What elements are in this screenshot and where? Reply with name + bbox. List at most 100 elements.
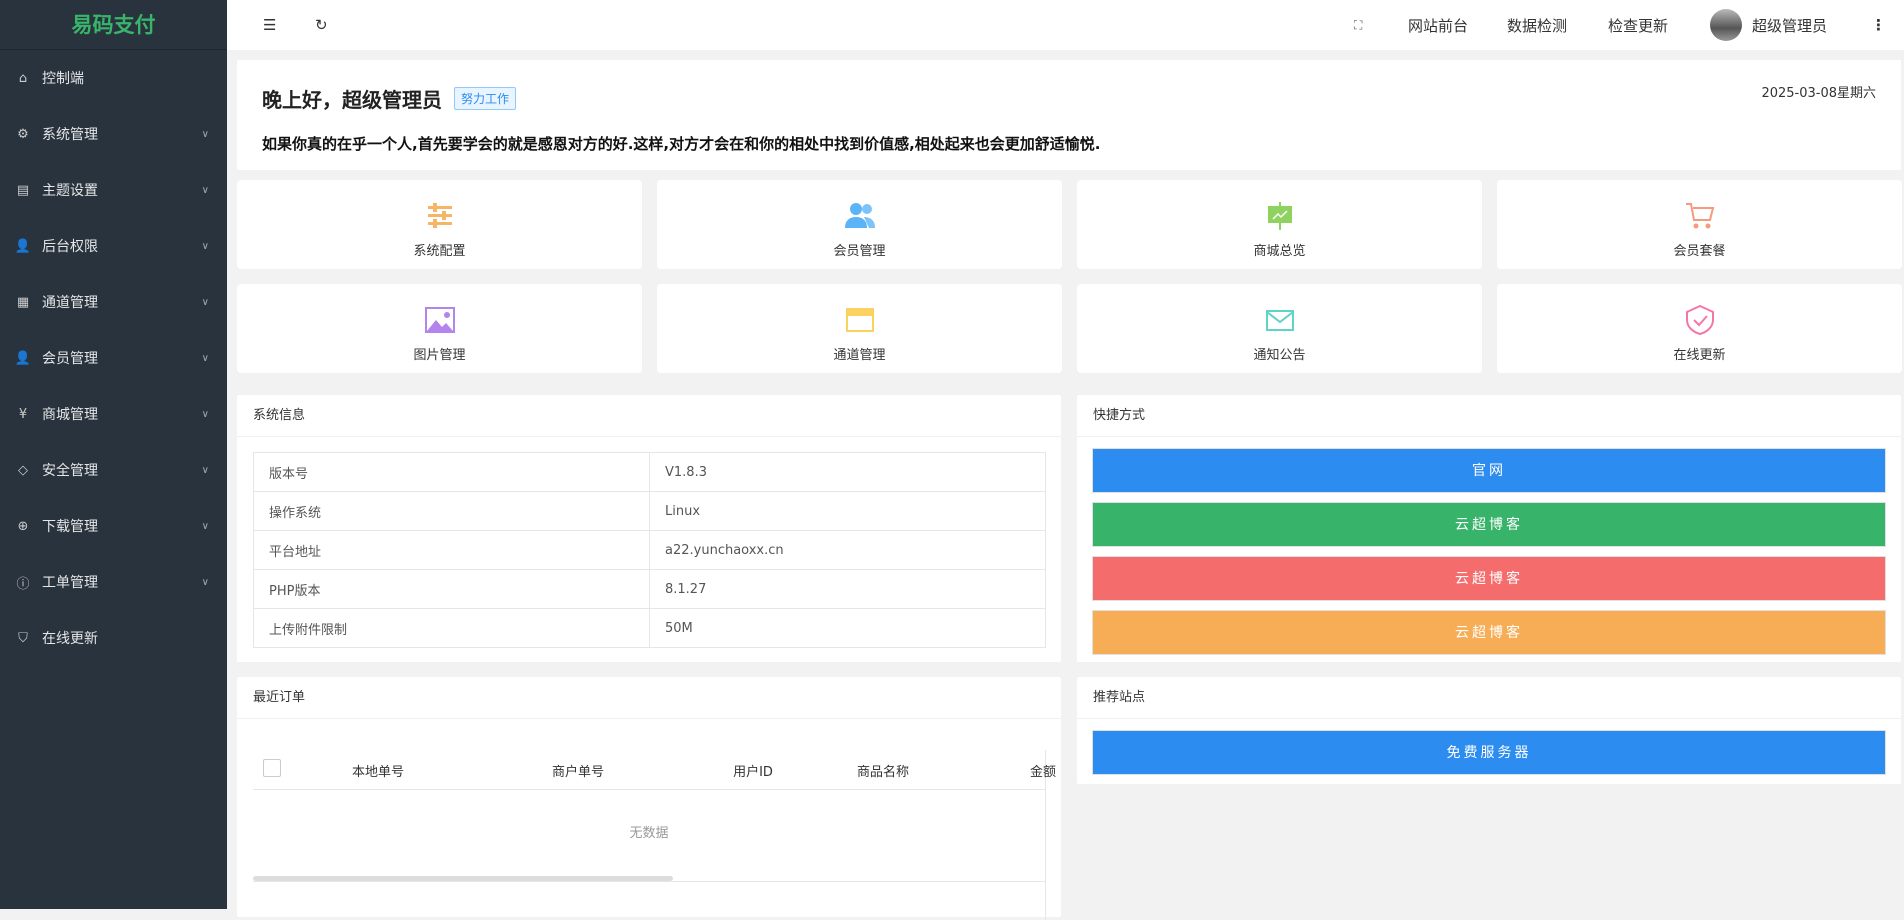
sidebar-item-label: 控制端 (42, 71, 84, 87)
table-row: 上传附件限制 50M (253, 608, 1046, 648)
yen-icon: ¥ (18, 406, 28, 422)
shortcut-tile[interactable]: 系统配置 (237, 180, 642, 269)
user-icon: 👤 (14, 350, 32, 366)
link-button[interactable]: 云超博客 (1092, 610, 1886, 655)
sidebar-item-label: 通道管理 (42, 295, 98, 311)
column-header[interactable]: 商品名称 (856, 765, 909, 780)
column-header[interactable]: 本地单号 (351, 765, 404, 780)
sidebar-item-label: 工单管理 (42, 575, 98, 591)
image-icon (424, 307, 455, 333)
logo[interactable]: 易码支付 (0, 0, 227, 50)
column-header[interactable]: 用户ID (733, 765, 773, 780)
avatar[interactable] (1710, 9, 1742, 41)
sidebar-item[interactable]: ⛉ 在线更新 (0, 610, 227, 666)
recent-orders-card: 最近订单 本地单号 商户单号 用户ID 商品名称 金额 无数据 (237, 677, 1061, 920)
date: 2025-03-08星期六 (1761, 86, 1876, 101)
empty-text: 无数据 (629, 826, 669, 841)
cart-icon (1685, 203, 1714, 229)
link-button[interactable]: 官网 (1092, 448, 1886, 493)
sidebar-item[interactable]: ▤ 主题设置 ∨ (0, 162, 227, 218)
shortcut-tile[interactable]: 会员套餐 (1497, 180, 1902, 269)
card-title: 最近订单 (237, 677, 1061, 719)
divider (253, 881, 1045, 882)
horizontal-scrollbar[interactable] (253, 876, 673, 881)
info-label: 操作系统 (253, 491, 650, 531)
shortcut-tile[interactable]: 通知公告 (1077, 284, 1482, 373)
table-row: 版本号 V1.8.3 (253, 452, 1046, 492)
tile-label: 会员管理 (833, 244, 886, 259)
tile-label: 系统配置 (413, 244, 466, 259)
table-row: PHP版本 8.1.27 (253, 569, 1046, 609)
sidebar-item-label: 下载管理 (42, 519, 98, 535)
table-row: 操作系统 Linux (253, 491, 1046, 531)
sidebar-item-label: 系统管理 (42, 127, 98, 143)
chevron-down-icon: ∨ (201, 464, 209, 476)
sidebar-item[interactable]: ⚙ 系统管理 ∨ (0, 106, 227, 162)
link-button[interactable]: 云超博客 (1092, 556, 1886, 601)
download-icon: ⊕ (17, 518, 29, 534)
shortcut-tile[interactable]: 会员管理 (657, 180, 1062, 269)
sidebar-item[interactable]: ⌂ 控制端 (0, 50, 227, 106)
window-icon (845, 308, 874, 332)
welcome-card: 晚上好，超级管理员 努力工作 2025-03-08星期六 如果你真的在乎一个人,首… (237, 60, 1901, 170)
link-data-check[interactable]: 数据检测 (1507, 16, 1568, 35)
sidebar-item[interactable]: ⊕ 下载管理 ∨ (0, 498, 227, 554)
sidebar-item[interactable]: 👤 会员管理 ∨ (0, 330, 227, 386)
info-icon: ⓘ (16, 576, 30, 592)
shortcut-tile[interactable]: 在线更新 (1497, 284, 1902, 373)
recommend-card: 推荐站点 免费服务器 (1077, 677, 1901, 784)
chevron-down-icon: ∨ (201, 520, 209, 532)
collapse-menu-icon[interactable]: ☰ (263, 16, 277, 34)
info-label: PHP版本 (253, 569, 650, 609)
greeting-heading: 晚上好，超级管理员 努力工作 (262, 84, 1876, 113)
chevron-down-icon: ∨ (201, 352, 209, 364)
refresh-icon[interactable]: ↻ (315, 16, 328, 34)
sidebar-item[interactable]: ⓘ 工单管理 ∨ (0, 554, 227, 610)
shield-check-icon: ⛉ (18, 630, 28, 646)
table-row: 平台地址 a22.yunchaoxx.cn (253, 530, 1046, 570)
sidebar-item-label: 在线更新 (42, 631, 98, 647)
home-icon: ⌂ (18, 70, 28, 86)
tile-label: 在线更新 (1673, 348, 1726, 363)
sidebar: 易码支付 ⌂ 控制端 ⚙ 系统管理 ∨ ▤ 主题设置 ∨ 👤 后台权限 ∨ ▦ 通道管理 ∨ 👤 会员管理 ∨ ¥… (0, 0, 227, 909)
more-icon[interactable]: ⋮ (1871, 16, 1886, 34)
chevron-down-icon: ∨ (201, 576, 209, 588)
shortcut-tile[interactable]: 通道管理 (657, 284, 1062, 373)
shortcut-tile[interactable]: 图片管理 (237, 284, 642, 373)
diamond-icon: ◇ (18, 462, 28, 478)
card-title: 快捷方式 (1077, 395, 1901, 437)
info-value: Linux (649, 491, 1046, 531)
table-header: 本地单号 商户单号 用户ID 商品名称 金额 (253, 750, 1056, 790)
top-header: ☰ ↻ ⛶ 网站前台 数据检测 检查更新 超级管理员 ⋮ (227, 0, 1904, 50)
chevron-down-icon: ∨ (201, 408, 209, 420)
card-title: 推荐站点 (1077, 677, 1901, 719)
link-button[interactable]: 云超博客 (1092, 502, 1886, 547)
sidebar-item-label: 后台权限 (42, 239, 98, 255)
info-value: V1.8.3 (649, 452, 1046, 492)
tile-label: 会员套餐 (1673, 244, 1726, 259)
user-icon: 👤 (14, 238, 32, 254)
fullscreen-icon[interactable]: ⛶ (1354, 17, 1363, 32)
user-name[interactable]: 超级管理员 (1752, 16, 1828, 35)
sidebar-item[interactable]: 👤 后台权限 ∨ (0, 218, 227, 274)
sidebar-item[interactable]: ¥ 商城管理 ∨ (0, 386, 227, 442)
select-all-checkbox[interactable] (263, 759, 281, 777)
tile-label: 通知公告 (1253, 348, 1306, 363)
quick-links-card: 快捷方式 官网 云超博客 云超博客 云超博客 (1077, 395, 1901, 662)
shield-check-icon (1685, 304, 1714, 336)
link-site-front[interactable]: 网站前台 (1408, 16, 1469, 35)
info-value: 8.1.27 (649, 569, 1046, 609)
column-header[interactable]: 金额 (1029, 765, 1056, 780)
link-check-update[interactable]: 检查更新 (1608, 16, 1669, 35)
sidebar-item[interactable]: ◇ 安全管理 ∨ (0, 442, 227, 498)
link-button[interactable]: 免费服务器 (1092, 730, 1886, 775)
column-header[interactable]: 商户单号 (551, 765, 604, 780)
chevron-down-icon: ∨ (201, 240, 209, 252)
layout-icon: ▤ (16, 182, 30, 198)
presentation-icon (1267, 202, 1292, 230)
tile-label: 通道管理 (833, 348, 886, 363)
sidebar-item[interactable]: ▦ 通道管理 ∨ (0, 274, 227, 330)
shortcut-tile[interactable]: 商城总览 (1077, 180, 1482, 269)
chevron-down-icon: ∨ (201, 184, 209, 196)
info-label: 平台地址 (253, 530, 650, 570)
